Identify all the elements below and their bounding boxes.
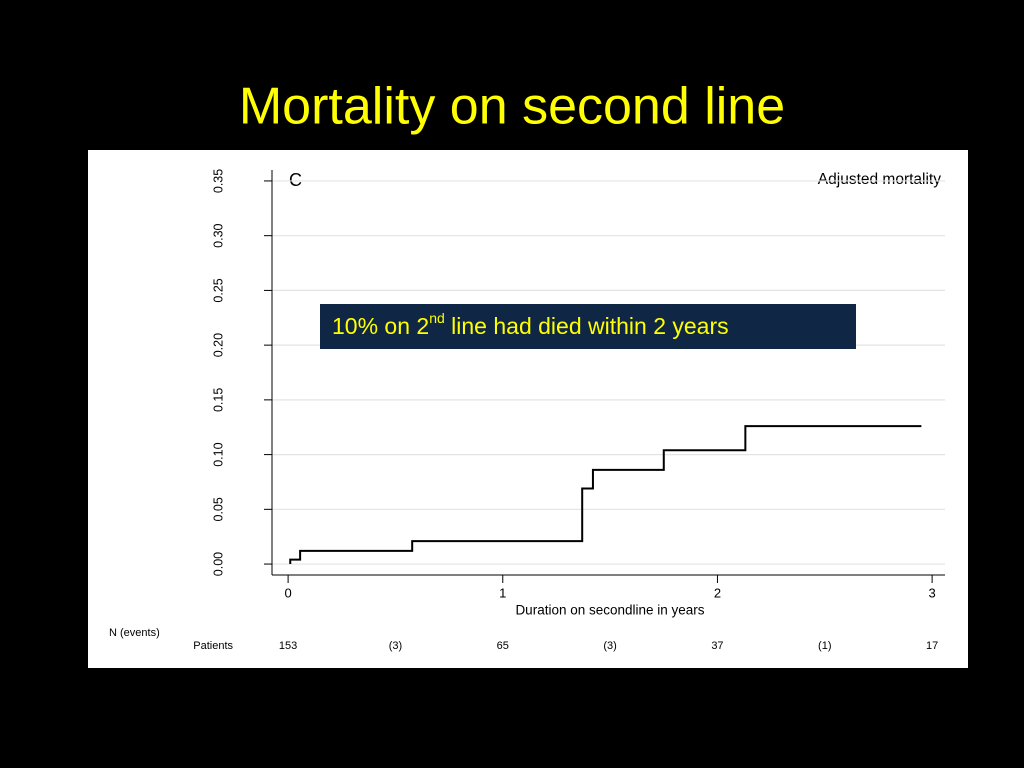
line-series [289,425,922,565]
risk-entry: 153 [279,640,297,652]
chart-panel [88,150,968,668]
annotation-superscript: nd [429,310,445,326]
x-tick-label: 2 [714,585,721,600]
annotation: 10% on 2nd line had died within 2 years [332,310,729,339]
x-axis-label: Duration on secondline in years [515,603,704,618]
risk-table-title: N (events) [109,627,160,639]
risk-entry: 37 [711,640,723,652]
plot: 0.00 0.05 0.10 0.15 0.20 0.25 0.30 0.35 0 1 2 3 153 (… [211,169,945,652]
risk-entry: 17 [926,640,938,652]
y-tick-label: 0.30 [211,223,225,247]
y-tick-label: 0.25 [211,278,225,302]
y-tick-label: 0.15 [211,388,225,412]
y-tick-label: 0.20 [211,333,225,357]
x-tick-label: 0 [284,585,291,600]
risk-row-label: Patients [193,640,233,652]
y-tick-label: 0.05 [211,497,225,521]
y-tick-label: 0.00 [211,552,225,576]
y-tick-label: 0.10 [211,442,225,466]
slide-title: Mortality on second line [239,78,785,136]
x-tick-label: 3 [929,585,936,600]
chart-subtitle: Adjusted mortality [818,171,941,188]
x-tick-label: 1 [499,585,506,600]
panel-label: C [289,170,302,190]
risk-entry: (3) [389,640,402,652]
y-tick-label: 0.35 [211,169,225,193]
annotation-text: 10% on 2 [332,313,429,339]
annotation-text: line had died within 2 years [445,313,729,339]
risk-entry: 65 [497,640,509,652]
risk-entry: (3) [603,640,616,652]
annotation-box [320,304,856,349]
risk-entry: (1) [818,640,831,652]
